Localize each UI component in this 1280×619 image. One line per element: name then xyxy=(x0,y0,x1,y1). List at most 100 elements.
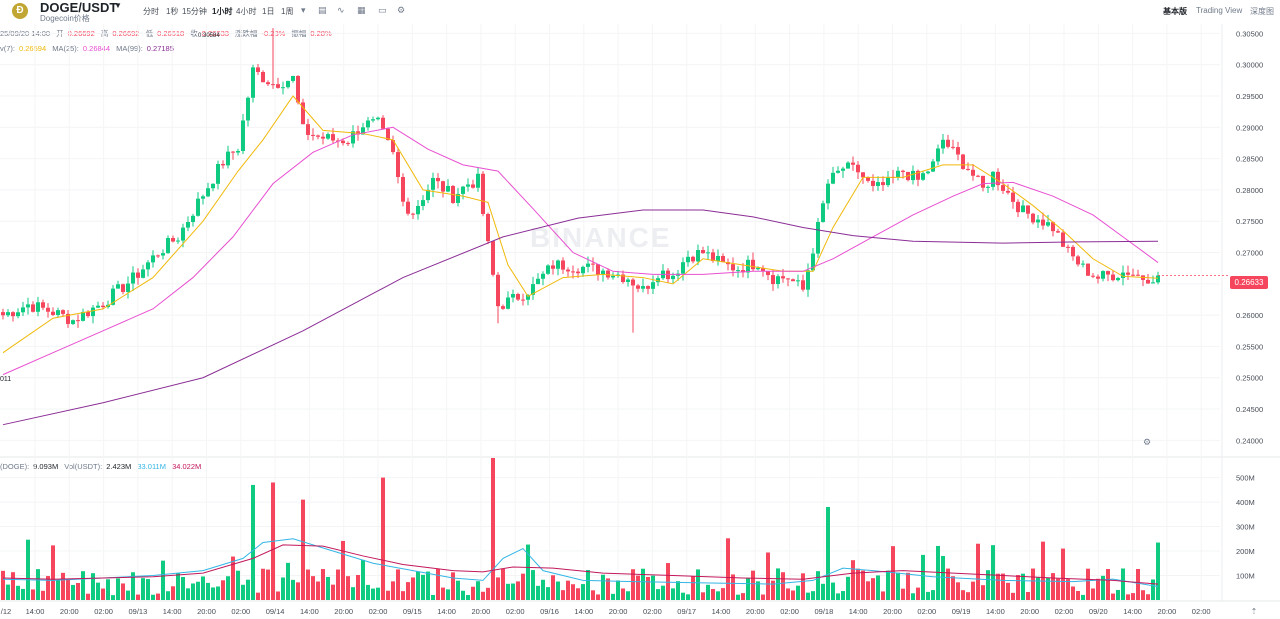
volume-bar xyxy=(466,595,470,600)
volume-bar xyxy=(731,574,735,600)
candle-body xyxy=(96,305,100,308)
volume-bar xyxy=(6,584,10,600)
volume-bar xyxy=(421,574,425,600)
timeframe-4h[interactable]: 4小时 xyxy=(236,7,257,16)
timeframe-1s[interactable]: 1秒 xyxy=(166,7,179,16)
tab-basic[interactable]: 基本版 xyxy=(1163,7,1187,16)
volume-bar xyxy=(811,591,815,600)
timeframe-1h[interactable]: 1小时 xyxy=(212,7,233,16)
volume-bar xyxy=(431,594,435,600)
volume-bar xyxy=(836,593,840,600)
ma-line-ma7 xyxy=(2,95,1159,354)
candle-body xyxy=(511,294,515,298)
volume-bar xyxy=(86,593,90,600)
volume-tick-label: 500M xyxy=(1236,474,1255,483)
volume-bar xyxy=(196,581,200,600)
candle-body xyxy=(1101,271,1105,279)
candle-body xyxy=(576,271,580,274)
volume-bar xyxy=(406,582,410,600)
candle-body xyxy=(671,275,675,280)
volume-bar xyxy=(81,571,85,600)
candle-body xyxy=(191,215,195,222)
timeframe-time[interactable]: 分时 xyxy=(143,7,159,16)
candle-body xyxy=(856,164,860,173)
volume-bar xyxy=(181,577,185,600)
candle-body xyxy=(821,203,825,222)
volume-info-line: (DOGE): 9.093M Vol(USDT): 2.423M 33.011M 3… xyxy=(0,462,205,471)
ma25-value: 0.26844 xyxy=(82,44,111,53)
timeframe-1w[interactable]: 1周 xyxy=(281,7,294,16)
candle-body xyxy=(501,306,505,309)
time-tick-label: 14:00 xyxy=(986,607,1005,616)
candle-body xyxy=(816,221,820,254)
candle-body xyxy=(731,264,735,271)
volume-tick-label: 400M xyxy=(1236,498,1255,507)
candle-body xyxy=(861,172,865,178)
high-marker: 0.30584 xyxy=(198,33,220,39)
layout-icon[interactable]: ▦ xyxy=(357,5,366,15)
pair-subtitle[interactable]: Dogecoin价格 xyxy=(40,14,90,23)
ma-info-line: v(7): 0.26594 MA(25): 0.26844 MA(99): 0.271… xyxy=(0,44,178,53)
volume-bar xyxy=(1141,590,1145,600)
volume-bar xyxy=(1121,568,1125,600)
ma99-value: 0.27185 xyxy=(146,44,174,53)
volume-bar xyxy=(541,579,545,600)
time-tick-label: 09/17 xyxy=(677,607,696,616)
tab-trading-view[interactable]: Trading View xyxy=(1196,6,1243,15)
time-tick-label: 02:00 xyxy=(643,607,662,616)
indicator-icon[interactable]: ∿ xyxy=(337,5,345,15)
price-tick-label: 0.28500 xyxy=(1236,155,1263,164)
more-caret-icon[interactable]: ▾ xyxy=(301,5,306,15)
price-tick-label: 0.29500 xyxy=(1236,92,1263,101)
candle-body xyxy=(981,175,985,188)
candle-settings-icon[interactable]: ▤ xyxy=(318,5,327,15)
volume-bar xyxy=(961,590,965,600)
pair-title[interactable]: DOGE/USDT xyxy=(40,0,118,15)
candle-body xyxy=(11,312,15,317)
volume-bar xyxy=(676,581,680,600)
candle-body xyxy=(71,320,75,324)
tab-depth[interactable]: 深度图 xyxy=(1250,7,1274,16)
candle-body xyxy=(491,241,495,275)
settings-corner-icon[interactable]: ⚙ xyxy=(1143,437,1152,447)
volume-tick-label: 300M xyxy=(1236,523,1255,532)
volume-bar xyxy=(96,582,100,600)
candle-body xyxy=(446,185,450,192)
volume-bar xyxy=(1136,568,1140,600)
candle-body xyxy=(826,183,830,204)
time-tick-label: 14:00 xyxy=(437,607,456,616)
time-tick-label: 09/14 xyxy=(266,607,285,616)
volume-bar xyxy=(296,582,300,600)
settings-icon[interactable]: ⚙ xyxy=(397,5,406,15)
candle-body xyxy=(1086,263,1090,276)
candle-body xyxy=(81,311,85,321)
volume-bar xyxy=(631,569,635,600)
pair-dropdown-caret-icon[interactable]: ▼ xyxy=(114,1,122,10)
low-marker: 011 xyxy=(0,376,12,383)
volume-bar xyxy=(501,568,505,600)
volume-bar xyxy=(641,568,645,600)
candle-body xyxy=(351,131,355,144)
candle-body xyxy=(46,307,50,312)
volume-bar xyxy=(306,569,310,600)
candle-body xyxy=(1046,222,1050,226)
candle-body xyxy=(321,136,325,139)
candle-body xyxy=(396,152,400,178)
depth-icon[interactable]: ▭ xyxy=(378,5,387,15)
volume-bar xyxy=(1051,573,1055,600)
candle-body xyxy=(411,213,415,215)
ma7-label: v(7): xyxy=(0,44,15,53)
candle-body xyxy=(296,75,300,103)
candle-body xyxy=(646,286,650,289)
candle-body xyxy=(156,255,160,257)
candle-body xyxy=(761,267,765,272)
timeframe-1d[interactable]: 1日 xyxy=(262,7,275,16)
volume-bar xyxy=(591,590,595,600)
candle-body xyxy=(286,80,290,88)
volume-bar xyxy=(61,572,65,600)
timeframe-15m[interactable]: 15分钟 xyxy=(182,7,207,16)
candle-body xyxy=(166,238,170,254)
volume-bar xyxy=(1006,582,1010,600)
volume-bar xyxy=(841,591,845,600)
